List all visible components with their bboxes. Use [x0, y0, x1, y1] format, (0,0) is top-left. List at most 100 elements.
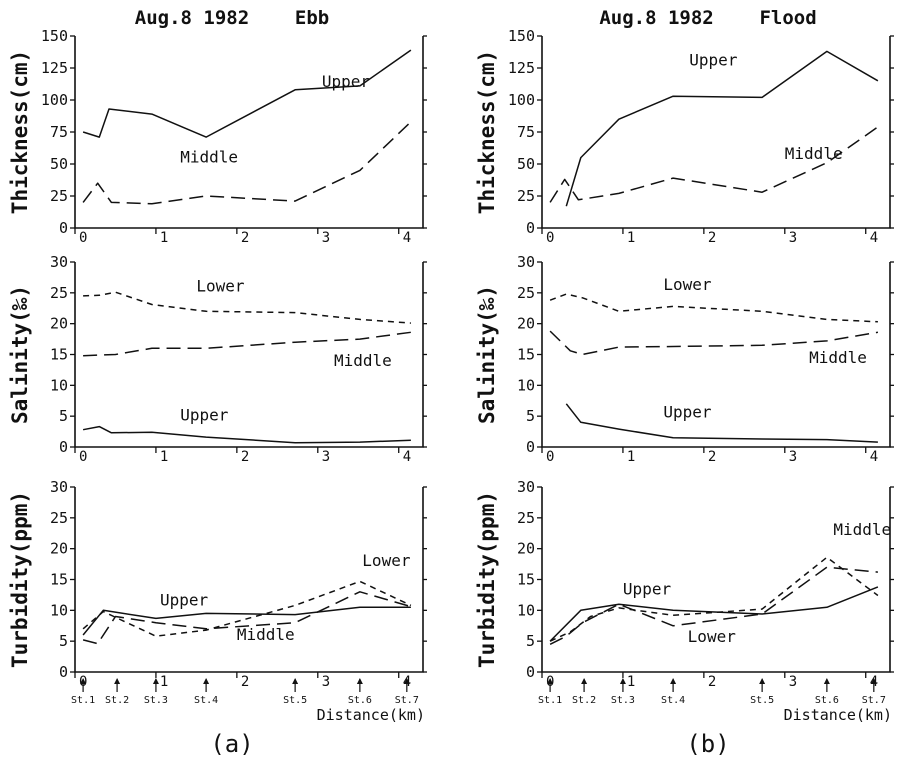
x-tick-label: 1	[627, 674, 635, 690]
y-axis-label: Thickness(cm)	[8, 50, 32, 214]
station-label: St.2	[572, 695, 596, 706]
series-line-lower	[82, 580, 412, 637]
x-axis-label: Distance(km)	[784, 706, 892, 724]
series-line-upper	[82, 606, 411, 636]
y-tick-label: 0	[59, 219, 68, 237]
series-line-upper	[82, 49, 412, 138]
series-line-upper	[565, 50, 879, 207]
series-label-middle: Middle	[180, 148, 238, 167]
series-label-lower: Lower	[663, 275, 712, 294]
x-tick-label: 1	[627, 230, 635, 246]
panel-a-thickness: 0 25 50 75 100 125 150 0 1 2 3 4 Thickness(cm) Upper M…	[8, 27, 427, 246]
series-line-middle	[83, 331, 411, 357]
station-label: St.3	[611, 695, 635, 706]
y-tick-label: 25	[50, 187, 68, 205]
series-line-middle	[549, 566, 878, 645]
x-tick-label: 0	[79, 449, 87, 465]
series-label-upper: Upper	[689, 50, 738, 69]
station-label: St.3	[144, 695, 168, 706]
series-line-lower	[549, 556, 879, 642]
station-label: St.1	[538, 695, 562, 706]
y-tick-label: 20	[50, 315, 68, 333]
series-label-lower: Lower	[196, 277, 245, 296]
y-tick-label: 30	[50, 478, 68, 496]
y-tick-label: 0	[526, 438, 535, 456]
x-tick-label: 3	[322, 230, 330, 246]
station-label: St.6	[815, 695, 839, 706]
x-tick-label: 3	[789, 674, 797, 690]
x-tick-label: 2	[241, 674, 249, 690]
y-tick-label: 30	[517, 253, 535, 271]
y-tick-label: 100	[41, 91, 68, 109]
station-arrow-head	[203, 678, 210, 684]
series-line-lower	[549, 293, 878, 323]
panel-a-salinity: 0 5 10 15 20 25 30 0 1 2 3 4 Salinity(‰) Lower Middle U…	[8, 253, 427, 465]
series-label-middle: Middle	[833, 520, 891, 539]
y-tick-label: 15	[50, 346, 68, 364]
series-label-upper: Upper	[180, 405, 229, 424]
panel-b-turbidity: 05101520253001234Turbidity(ppm)UpperLowe…	[475, 478, 894, 724]
station-label: St.6	[348, 695, 372, 706]
y-tick-label: 0	[59, 663, 68, 681]
station-label: St.1	[71, 695, 95, 706]
x-tick-label: 3	[789, 230, 797, 246]
axis-frame	[74, 36, 424, 229]
x-tick-label: 1	[160, 449, 168, 465]
station-arrow-head	[292, 678, 299, 684]
y-tick-label: 30	[517, 478, 535, 496]
y-tick-label: 15	[517, 346, 535, 364]
station-label: St.5	[283, 695, 307, 706]
panel-b-thickness: 0 25 50 75 100 125 150 0 1 2 3 4 Thickness(cm) Upper M…	[475, 27, 894, 246]
y-tick-label: 15	[517, 571, 535, 589]
y-tick-label: 10	[50, 601, 68, 619]
y-tick-label: 150	[508, 27, 535, 45]
station-arrow-head	[759, 678, 766, 684]
x-tick-label: 0	[546, 449, 554, 465]
y-tick-label: 10	[517, 601, 535, 619]
y-tick-label: 25	[517, 509, 535, 527]
x-tick-label: 0	[546, 230, 554, 246]
y-tick-label: 0	[59, 438, 68, 456]
y-tick-label: 25	[517, 187, 535, 205]
station-arrow-head	[823, 678, 830, 684]
y-tick-label: 75	[50, 123, 68, 141]
x-tick-label: 1	[160, 230, 168, 246]
y-tick-label: 30	[50, 253, 68, 271]
station-arrow-head	[403, 678, 410, 684]
y-tick-label: 0	[526, 219, 535, 237]
x-tick-label: 4	[870, 449, 878, 465]
y-axis-label: Thickness(cm)	[475, 50, 499, 214]
series-label-middle: Middle	[785, 144, 843, 163]
series-label-upper: Upper	[663, 402, 712, 421]
station-arrow-head	[581, 678, 588, 684]
y-tick-label: 25	[50, 509, 68, 527]
station-label: St.7	[862, 695, 886, 706]
y-tick-label: 20	[50, 540, 68, 558]
series-line-middle	[549, 330, 879, 356]
series-line-upper	[549, 586, 879, 642]
x-tick-label: 2	[241, 230, 249, 246]
y-tick-label: 5	[526, 407, 535, 425]
x-tick-label: 1	[627, 449, 635, 465]
series-line-lower	[83, 291, 411, 324]
y-axis-label: Salinity(‰)	[475, 285, 499, 424]
panel-caption-b: (b)	[686, 730, 729, 758]
series-label-upper: Upper	[322, 72, 371, 91]
y-tick-label: 10	[517, 376, 535, 394]
station-arrow-head	[114, 678, 121, 684]
series-label-lower: Lower	[688, 627, 737, 646]
station-arrow-head	[870, 678, 877, 684]
y-tick-label: 5	[59, 632, 68, 650]
axis-frame	[74, 487, 424, 673]
x-tick-label: 4	[403, 230, 411, 246]
series-line-upper	[565, 403, 878, 443]
y-axis-label: Turbidity(ppm)	[475, 491, 499, 668]
y-tick-label: 50	[50, 155, 68, 173]
panel-a-turbidity: 05101520253001234Turbidity(ppm)UpperMidd…	[8, 478, 427, 724]
station-label: St.5	[750, 695, 774, 706]
series-line-middle	[82, 121, 412, 205]
station-label: St.2	[105, 695, 129, 706]
y-tick-label: 125	[508, 59, 535, 77]
station-arrow-head	[80, 678, 87, 684]
column-title-b: Aug.8 1982 Flood	[599, 7, 816, 29]
